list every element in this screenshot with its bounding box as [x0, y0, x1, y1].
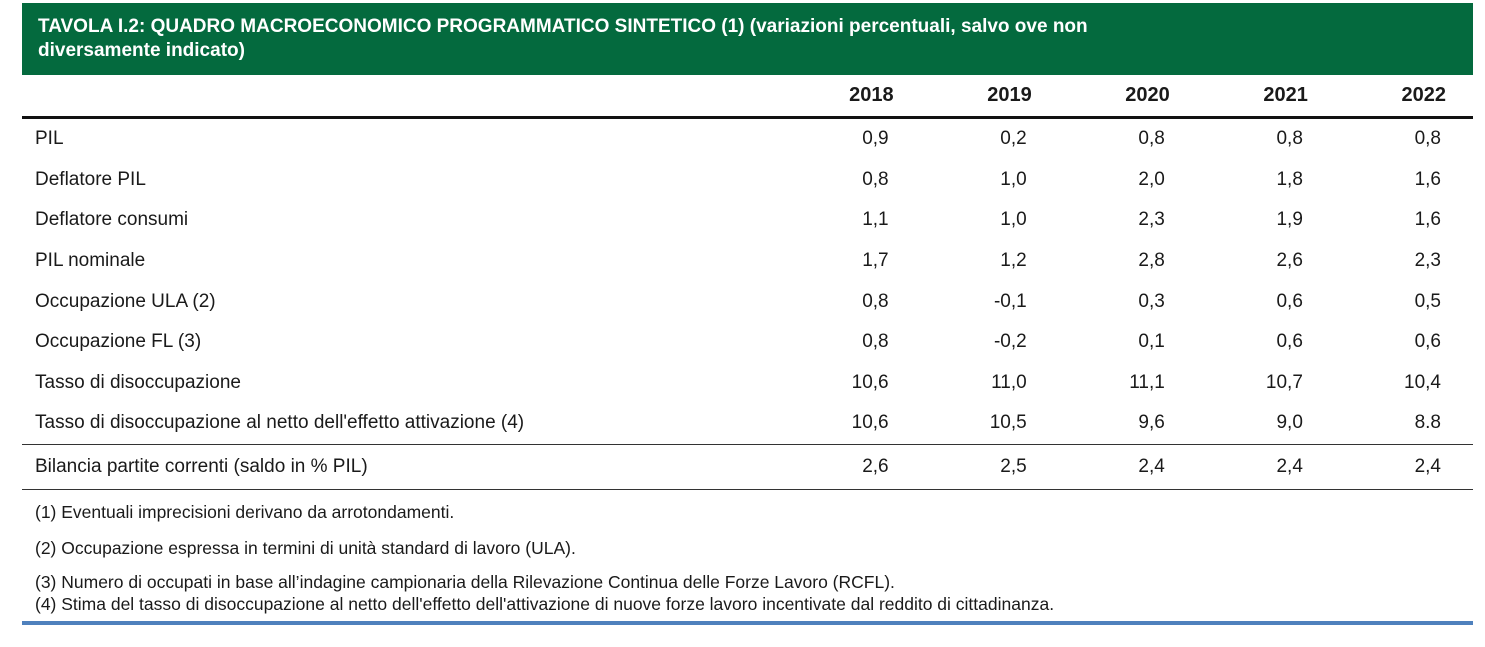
table-row: PIL 0,9 0,2 0,8 0,8 0,8	[22, 118, 1473, 160]
cell-value: 11,1	[1129, 371, 1165, 393]
cell-value: 10,5	[989, 412, 1027, 434]
cell-value: 10,6	[851, 412, 889, 434]
cell-value: 0,8	[1138, 128, 1165, 150]
cell-value: 2,6	[782, 443, 921, 490]
header-year: 2021	[1196, 75, 1335, 119]
cell-value: 10,6	[851, 371, 889, 393]
cell-value: -0,1	[993, 290, 1027, 312]
cell-value: 1,0	[1000, 209, 1027, 231]
cell-value: 0,6	[1414, 331, 1441, 353]
cell-value: 2,3	[1138, 209, 1165, 231]
cell-value: 0,1	[1138, 331, 1165, 353]
cell-value: 1,8	[1276, 168, 1303, 190]
footnotes: (1) Eventuali imprecisioni derivano da a…	[22, 501, 1473, 615]
cell-value: 0,8	[862, 331, 889, 353]
row-label: PIL nominale	[35, 250, 146, 272]
bottom-rule	[22, 621, 1473, 625]
table-container: TAVOLA I.2: QUADRO MACROECONOMICO PROGRA…	[22, 3, 1473, 615]
cell-value: 0,8	[1414, 128, 1441, 150]
table-row: Occupazione FL (3) 0,8 -0,2 0,1 0,6 0,6	[22, 322, 1473, 363]
table-row: Tasso di disoccupazione 10,6 11,0 11,1 1…	[22, 363, 1473, 404]
cell-value: 2,3	[1414, 250, 1441, 272]
cell-value: 0,8	[862, 168, 889, 190]
cell-value: 10,4	[1404, 371, 1441, 393]
header-row: 2018 2019 2020 2021 2022	[22, 75, 1473, 119]
cell-value: 1,9	[1276, 209, 1303, 231]
cell-value: -0,2	[993, 331, 1027, 353]
table-row: PIL nominale 1,7 1,2 2,8 2,6 2,3	[22, 241, 1473, 282]
row-label: Bilancia partite correnti (saldo in % PI…	[22, 443, 783, 490]
cell-value: 8.8	[1414, 412, 1441, 434]
cell-value: 1,2	[1000, 250, 1027, 272]
header-label-cell	[22, 75, 783, 119]
header-year: 2020	[1058, 75, 1197, 119]
cell-value: 0,2	[1000, 128, 1027, 150]
row-label: Deflatore PIL	[35, 168, 146, 190]
cell-value: 1,6	[1414, 209, 1441, 231]
header-year: 2019	[920, 75, 1059, 119]
header-year: 2022	[1334, 75, 1473, 119]
cell-value: 1,1	[862, 209, 889, 231]
footnote: (4) Stima del tasso di disoccupazione al…	[35, 593, 1055, 614]
macro-table: 2018 2019 2020 2021 2022 PIL 0,9 0,2 0,8…	[22, 75, 1473, 490]
cell-value: 2,5	[920, 443, 1059, 490]
cell-value: 0,8	[1276, 128, 1303, 150]
table-title: TAVOLA I.2: QUADRO MACROECONOMICO PROGRA…	[22, 3, 1473, 75]
cell-value: 9,6	[1138, 412, 1165, 434]
cell-value: 9,0	[1276, 412, 1303, 434]
cell-value: 2,8	[1138, 250, 1165, 272]
cell-value: 2,6	[1276, 250, 1303, 272]
cell-value: 0,9	[862, 128, 889, 150]
table-row: Deflatore consumi 1,1 1,0 2,3 1,9 1,6	[22, 200, 1473, 241]
cell-value: 2,4	[1196, 443, 1335, 490]
row-label: PIL	[35, 128, 64, 150]
footnote: (3) Numero di occupati in base all’indag…	[35, 571, 895, 592]
cell-value: 1,6	[1414, 168, 1441, 190]
row-label: Deflatore consumi	[35, 209, 189, 231]
cell-value: 2,4	[1334, 443, 1473, 490]
row-label: Tasso di disoccupazione	[35, 371, 241, 393]
cell-value: 2,4	[1058, 443, 1197, 490]
cell-value: 0,6	[1276, 290, 1303, 312]
cell-value: 0,8	[862, 290, 889, 312]
footnote: (2) Occupazione espressa in termini di u…	[35, 537, 576, 558]
table-title-line-2: diversamente indicato)	[38, 40, 245, 61]
cell-value: 1,7	[862, 250, 889, 272]
row-label: Occupazione ULA (2)	[35, 290, 216, 312]
table-row: Occupazione ULA (2) 0,8 -0,1 0,3 0,6 0,5	[22, 281, 1473, 322]
table-row: Deflatore PIL 0,8 1,0 2,0 1,8 1,6	[22, 160, 1473, 201]
row-label: Tasso di disoccupazione al netto dell'ef…	[35, 412, 525, 434]
cell-value: 1,0	[1000, 168, 1027, 190]
table-row: Bilancia partite correnti (saldo in % PI…	[22, 443, 1473, 490]
cell-value: 10,7	[1265, 371, 1303, 393]
cell-value: 0,5	[1414, 290, 1441, 312]
table-row: Tasso di disoccupazione al netto dell'ef…	[22, 403, 1473, 444]
table-title-line-1: TAVOLA I.2: QUADRO MACROECONOMICO PROGRA…	[38, 16, 1088, 37]
cell-value: 11,0	[991, 371, 1027, 393]
cell-value: 0,6	[1276, 331, 1303, 353]
header-year: 2018	[782, 75, 921, 119]
footnote: (1) Eventuali imprecisioni derivano da a…	[35, 501, 455, 522]
row-label: Occupazione FL (3)	[35, 331, 202, 353]
cell-value: 2,0	[1138, 168, 1165, 190]
cell-value: 0,3	[1138, 290, 1165, 312]
